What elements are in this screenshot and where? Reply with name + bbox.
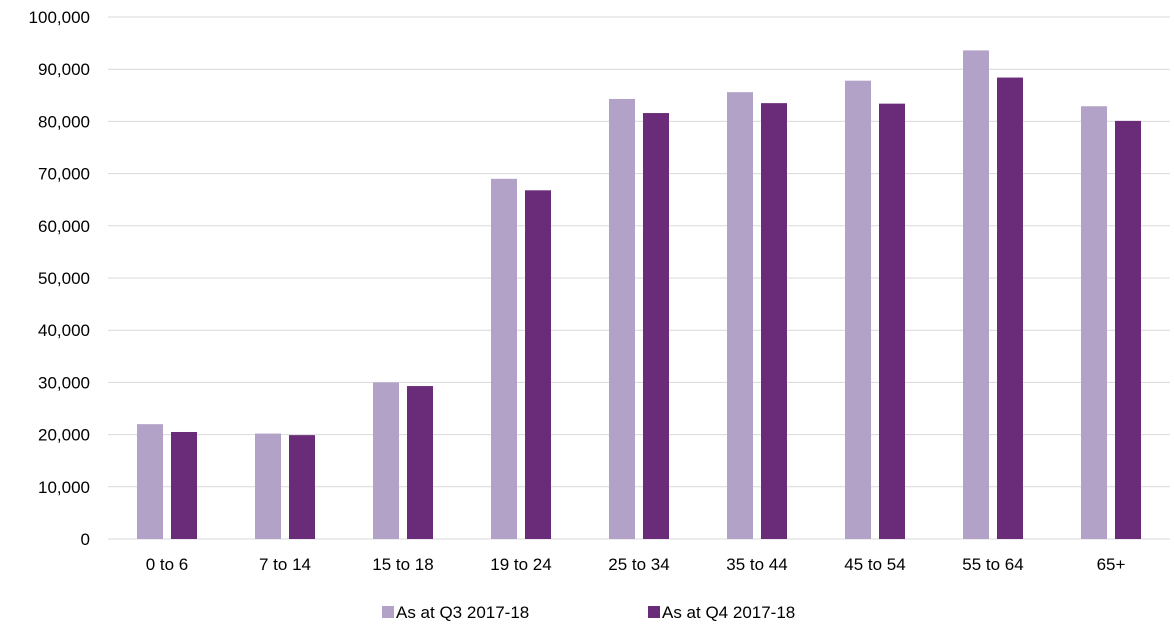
y-axis-tick-labels: 0 10,000 20,000 30,000 40,000 50,000 60,000 70,… (29, 8, 90, 549)
bars (137, 50, 1141, 540)
y-tick-label: 20,000 (38, 426, 90, 445)
bar-q4-8 (1115, 120, 1141, 540)
bar-q3-2 (373, 382, 399, 539)
bar-q3-5 (727, 92, 753, 539)
bar-q3-6 (845, 80, 871, 540)
legend: As at Q3 2017-18 As at Q4 2017-18 (382, 603, 795, 622)
bar-q4-6 (879, 103, 905, 539)
bar-q4-2 (407, 386, 433, 539)
x-tick-label: 15 to 18 (372, 555, 433, 574)
bar-q3-3 (491, 178, 517, 539)
bar-q3-0 (137, 424, 163, 539)
bar-q4-7 (997, 77, 1023, 539)
bar-q3-1 (255, 433, 281, 539)
legend-label-q3: As at Q3 2017-18 (396, 603, 529, 622)
x-tick-label: 65+ (1097, 555, 1126, 574)
y-tick-label: 40,000 (38, 321, 90, 340)
bar-q4-1 (289, 435, 315, 539)
x-tick-label: 19 to 24 (490, 555, 551, 574)
y-tick-label: 80,000 (38, 112, 90, 131)
bar-q4-4 (643, 113, 669, 539)
y-tick-label: 70,000 (38, 165, 90, 184)
x-tick-label: 25 to 34 (608, 555, 669, 574)
x-tick-label: 55 to 64 (962, 555, 1023, 574)
legend-label-q4: As at Q4 2017-18 (662, 603, 795, 622)
x-axis-tick-labels: 0 to 6 7 to 14 15 to 18 19 to 24 25 to 34 35 … (146, 555, 1126, 574)
bar-q3-7 (963, 50, 989, 540)
x-tick-label: 35 to 44 (726, 555, 787, 574)
bar-q3-8 (1081, 106, 1107, 540)
bar-q4-5 (761, 103, 787, 539)
legend-swatch-q3 (382, 606, 394, 618)
x-tick-label: 7 to 14 (259, 555, 311, 574)
y-tick-label: 10,000 (38, 478, 90, 497)
y-tick-label: 100,000 (29, 8, 90, 27)
x-tick-label: 0 to 6 (146, 555, 189, 574)
bar-q4-3 (525, 190, 551, 539)
y-tick-label: 60,000 (38, 217, 90, 236)
bar-q3-4 (609, 98, 635, 539)
y-tick-label: 90,000 (38, 60, 90, 79)
y-tick-label: 0 (81, 530, 90, 549)
gridlines (108, 16, 1170, 540)
y-tick-label: 30,000 (38, 373, 90, 392)
bar-q4-0 (171, 431, 197, 539)
x-tick-label: 45 to 54 (844, 555, 905, 574)
y-tick-label: 50,000 (38, 269, 90, 288)
legend-swatch-q4 (648, 606, 660, 618)
